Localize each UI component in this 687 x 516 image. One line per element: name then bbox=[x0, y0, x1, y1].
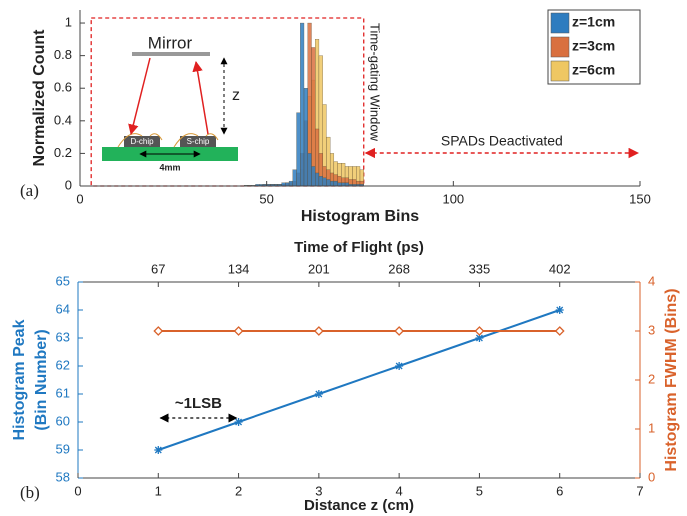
marker bbox=[554, 326, 565, 336]
x-tick-label: 7 bbox=[636, 483, 643, 498]
y2-tick-label: 4 bbox=[648, 273, 655, 288]
x-tick-label: 4 bbox=[396, 483, 403, 498]
x2-tick-label: 335 bbox=[469, 261, 491, 276]
gate-label: Time-gating Window bbox=[367, 23, 382, 142]
legend-swatch bbox=[550, 12, 570, 34]
histogram-bar bbox=[288, 180, 293, 187]
panel-label: (b) bbox=[20, 483, 40, 502]
histogram-bar bbox=[296, 112, 301, 187]
y-tick-label: 64 bbox=[56, 301, 70, 316]
y2-tick-label: 1 bbox=[648, 420, 655, 435]
x-tick-label: 3 bbox=[315, 483, 322, 498]
histogram-bar bbox=[322, 177, 327, 187]
marker bbox=[394, 326, 405, 336]
marker bbox=[234, 418, 243, 426]
x-axis-label: Distance z (cm) bbox=[304, 497, 414, 514]
y-tick-label: 58 bbox=[56, 469, 70, 484]
marker bbox=[233, 326, 244, 336]
histogram-bar bbox=[315, 172, 320, 187]
bond-wire bbox=[173, 133, 219, 148]
histogram-bar bbox=[307, 153, 312, 187]
y-tick-label: 63 bbox=[56, 329, 70, 344]
y-tick-label: 0.8 bbox=[54, 47, 72, 62]
light-arrow bbox=[192, 60, 209, 135]
x-tick-label: 1 bbox=[155, 483, 162, 498]
y-axis-label: Normalized Count bbox=[31, 29, 48, 167]
histogram-bar bbox=[311, 47, 316, 187]
y-tick-label: 60 bbox=[56, 413, 70, 428]
x-tick-label: 6 bbox=[556, 483, 563, 498]
y-axis-label: (Bin Number) bbox=[33, 329, 50, 430]
x-tick-label: 100 bbox=[442, 191, 464, 206]
marker bbox=[395, 362, 404, 370]
x-tick-label: 5 bbox=[476, 483, 483, 498]
mirror bbox=[132, 52, 210, 56]
x2-tick-label: 201 bbox=[308, 261, 330, 276]
y-tick-label: 0 bbox=[65, 177, 72, 192]
histogram-bar bbox=[292, 169, 297, 187]
inset-z-label: z bbox=[232, 87, 240, 104]
x-tick-label: 2 bbox=[235, 483, 242, 498]
d-chip bbox=[124, 136, 160, 147]
marker bbox=[313, 326, 324, 336]
y2-tick-label: 0 bbox=[648, 469, 655, 484]
histogram-bar bbox=[311, 166, 316, 187]
inset-diagram: Mirror z D-chip S-chip 4mm bbox=[102, 33, 240, 172]
x2-tick-label: 268 bbox=[388, 261, 410, 276]
histogram-bar bbox=[333, 180, 338, 187]
x-tick-label: 0 bbox=[76, 191, 83, 206]
legend-label: z=1cm bbox=[572, 14, 615, 30]
legend-label: z=6cm bbox=[572, 62, 615, 78]
x-axis-label: Histogram Bins bbox=[301, 208, 419, 225]
y2-axis-label: Histogram FWHM (Bins) bbox=[663, 288, 680, 471]
y-tick-label: 0.6 bbox=[54, 80, 72, 95]
marker bbox=[555, 306, 564, 314]
x2-tick-label: 134 bbox=[228, 261, 250, 276]
s-chip bbox=[180, 136, 216, 147]
y-tick-label: 62 bbox=[56, 357, 70, 372]
histogram-bar bbox=[329, 180, 335, 187]
deactivated-label: SPADs Deactivated bbox=[441, 133, 563, 149]
annotation-label: ~1LSB bbox=[175, 395, 222, 412]
y-axis-label: Histogram Peak bbox=[11, 319, 28, 440]
y-tick-label: 0.2 bbox=[54, 145, 72, 160]
y-tick-label: 61 bbox=[56, 385, 70, 400]
y2-tick-label: 3 bbox=[648, 322, 655, 337]
y-tick-label: 0.4 bbox=[54, 112, 72, 127]
inset-mirror-label: Mirror bbox=[148, 33, 193, 52]
histogram-bar bbox=[318, 176, 323, 187]
x2-tick-label: 402 bbox=[549, 261, 571, 276]
histogram-bar bbox=[326, 179, 331, 187]
y-tick-label: 1 bbox=[65, 14, 72, 29]
s-chip-label: S-chip bbox=[187, 137, 210, 146]
marker bbox=[314, 390, 323, 398]
marker bbox=[474, 326, 485, 336]
y-tick-label: 65 bbox=[56, 273, 70, 288]
legend-label: z=3cm bbox=[572, 38, 615, 54]
marker bbox=[154, 446, 163, 454]
y-tick-label: 59 bbox=[56, 441, 70, 456]
y2-tick-label: 2 bbox=[648, 371, 655, 386]
x2-tick-label: 67 bbox=[151, 261, 165, 276]
series-line bbox=[157, 309, 561, 451]
x2-axis-label: Time of Flight (ps) bbox=[294, 239, 424, 256]
histogram-bar bbox=[303, 88, 308, 187]
spacing-label: 4mm bbox=[159, 162, 180, 172]
histogram-bar bbox=[300, 22, 305, 187]
panel-label: (a) bbox=[20, 181, 39, 200]
x-tick-label: 50 bbox=[259, 191, 273, 206]
marker bbox=[153, 326, 164, 336]
x-tick-label: 0 bbox=[74, 483, 81, 498]
legend-swatch bbox=[550, 36, 570, 58]
light-arrow bbox=[128, 57, 151, 136]
marker bbox=[475, 334, 484, 342]
x-tick-label: 150 bbox=[629, 191, 651, 206]
d-chip-label: D-chip bbox=[130, 137, 154, 146]
legend-swatch bbox=[550, 60, 570, 82]
